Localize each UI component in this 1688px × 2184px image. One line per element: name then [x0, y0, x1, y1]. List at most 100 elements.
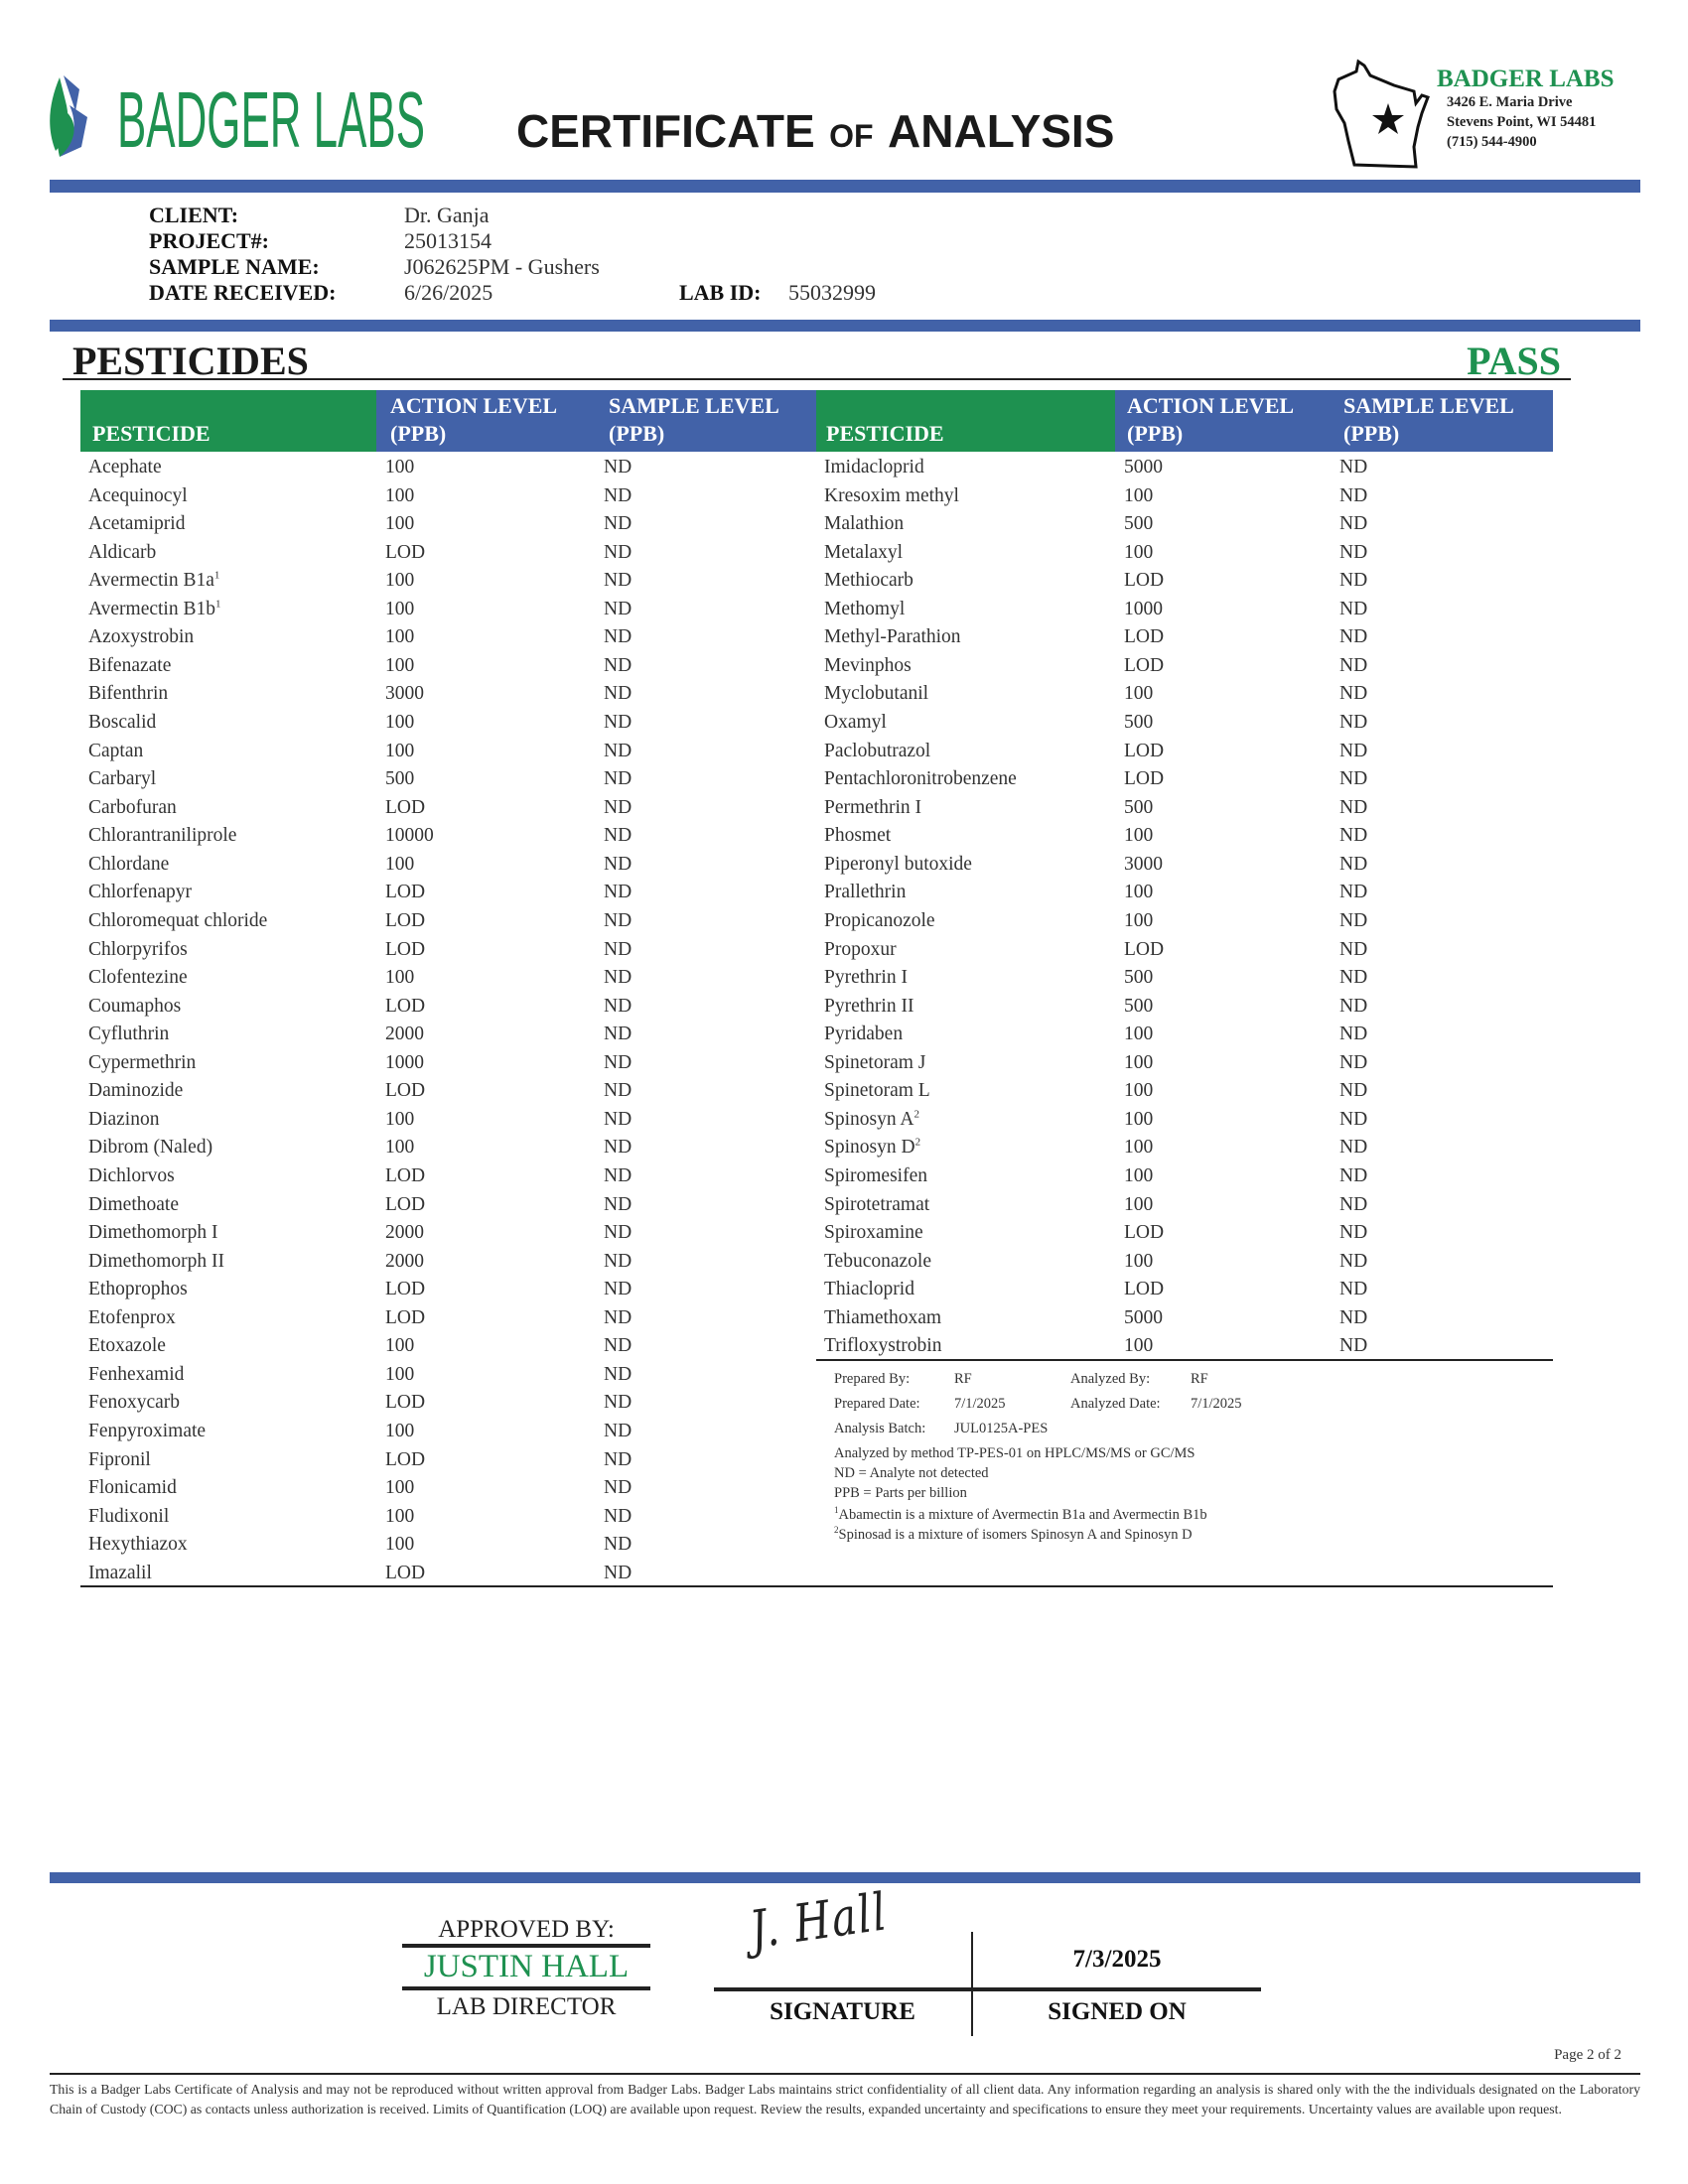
action-level: 2000: [385, 1222, 424, 1244]
pesticide-name: Chlordane: [88, 853, 170, 875]
pesticide-name: Chlorpyrifos: [88, 938, 188, 960]
table-row: Diazinon 100 ND: [80, 1106, 816, 1135]
pesticide-name: Methomyl: [824, 598, 906, 619]
table-row: Pentachloronitrobenzene LOD ND: [816, 765, 1553, 794]
action-level: 100: [385, 1505, 415, 1527]
action-level: 100: [1124, 1024, 1154, 1045]
result-badge: PASS: [1467, 339, 1561, 383]
sample-level: ND: [604, 513, 633, 535]
sample-level: ND: [1339, 740, 1368, 761]
approver-name: JUSTIN HALL: [423, 1949, 630, 1984]
action-level: LOD: [385, 1165, 426, 1186]
svg-text:CERTIFICATE OF ANALYSI: CERTIFICATE OF ANALYSIS: [516, 107, 1114, 157]
table-row: Kresoxim methyl 100 ND: [816, 482, 1553, 511]
pesticide-name: Spinetoram J: [824, 1051, 926, 1073]
table-row: Methomyl 1000 ND: [816, 596, 1553, 624]
method-note: Analyzed by method TP-PES-01 on HPLC/MS/…: [834, 1445, 1196, 1461]
table-row: Oxamyl 500 ND: [816, 709, 1553, 738]
table-row: Etofenprox LOD ND: [80, 1304, 816, 1333]
sample-level: ND: [604, 796, 633, 818]
address-line2: Stevens Point, WI 54481: [1447, 114, 1597, 130]
pesticide-name: Fenoxycarb: [88, 1392, 181, 1414]
action-level: 100: [1124, 1137, 1154, 1159]
action-level: 100: [385, 457, 415, 478]
sample-level: ND: [604, 1024, 633, 1045]
logo-text: BADGER LABS: [117, 75, 425, 161]
nd-note: ND = Analyte not detected: [834, 1465, 989, 1481]
table-row: Cypermethrin 1000 ND: [80, 1049, 816, 1078]
table-row: Chloromequat chloride LOD ND: [80, 907, 816, 936]
pesticide-name: Spinetoram L: [824, 1080, 930, 1102]
project-label: PROJECT#:: [149, 228, 269, 253]
sample-level: ND: [604, 1392, 633, 1414]
table-row: Dimethomorph I 2000 ND: [80, 1219, 816, 1248]
table-row: Spiromesifen 100 ND: [816, 1162, 1553, 1191]
sample-level: ND: [604, 598, 633, 619]
action-level: 100: [1124, 1165, 1154, 1186]
table-row: Coumaphos LOD ND: [80, 993, 816, 1022]
approver-role: LAB DIRECTOR: [436, 1993, 617, 2020]
table-row: Chlorantraniliprole 10000 ND: [80, 822, 816, 851]
sample-level: ND: [604, 1193, 633, 1215]
sample-level: ND: [1339, 1306, 1368, 1328]
disclaimer-line: [50, 2073, 1640, 2075]
client-value: Dr. Ganja: [404, 203, 490, 227]
table-row: Acetamiprid 100 ND: [80, 510, 816, 539]
action-level: 100: [1124, 825, 1154, 847]
prepared-date-value: 7/1/2025: [954, 1396, 1006, 1412]
table-row: Aldicarb LOD ND: [80, 539, 816, 568]
table-row: Tebuconazole 100 ND: [816, 1248, 1553, 1277]
address-line1: 3426 E. Maria Drive: [1447, 94, 1573, 110]
pesticide-name: Daminozide: [88, 1080, 184, 1102]
lab-name: BADGER LABS: [1437, 66, 1615, 92]
sample-level: ND: [604, 1363, 633, 1385]
pesticide-name: Propicanozole: [824, 909, 935, 931]
action-level: 2000: [385, 1250, 424, 1272]
pesticide-name: Mevinphos: [824, 654, 912, 676]
sample-level: ND: [1339, 484, 1368, 506]
sample-level: ND: [1339, 1080, 1368, 1102]
left-header-pesticide: PESTICIDE: [80, 390, 376, 452]
sample-level: ND: [604, 1562, 633, 1583]
pesticide-name: Fenpyroximate: [88, 1421, 207, 1442]
table-row: Methyl-Parathion LOD ND: [816, 623, 1553, 652]
batch-value: JUL0125A-PES: [954, 1421, 1049, 1436]
table-row: Phosmet 100 ND: [816, 822, 1553, 851]
sample-level: ND: [604, 541, 633, 563]
action-level: LOD: [385, 882, 426, 903]
action-level: 100: [385, 712, 415, 734]
action-level: 100: [1124, 541, 1154, 563]
pesticide-name: Tebuconazole: [824, 1250, 931, 1272]
table-row: Trifloxystrobin 100 ND: [816, 1332, 1553, 1361]
sample-level: ND: [1339, 967, 1368, 989]
table-row: Bifenazate 100 ND: [80, 652, 816, 681]
sample-level: ND: [604, 1080, 633, 1102]
table-row: Pyrethrin I 500 ND: [816, 964, 1553, 993]
table-row: Chlorfenapyr LOD ND: [80, 879, 816, 907]
table-row: Imazalil LOD ND: [80, 1560, 816, 1588]
sample-level: ND: [604, 825, 633, 847]
table-row: Acephate 100 ND: [80, 454, 816, 482]
pesticide-name: Azoxystrobin: [88, 626, 195, 648]
signature-line: [714, 1987, 1261, 1991]
sample-level: ND: [604, 1448, 633, 1470]
project-value: 25013154: [404, 228, 492, 253]
table-row: Piperonyl butoxide 3000 ND: [816, 851, 1553, 880]
sample-name-value: J062625PM - Gushers: [404, 254, 600, 279]
sample-level: ND: [604, 683, 633, 705]
sample-level: ND: [604, 1165, 633, 1186]
pesticide-name: Diazinon: [88, 1108, 160, 1130]
action-level: 100: [385, 1363, 415, 1385]
info-divider: [50, 320, 1640, 332]
table-row: Spinetoram J 100 ND: [816, 1049, 1553, 1078]
sample-level: ND: [1339, 882, 1368, 903]
sample-level: ND: [1339, 513, 1368, 535]
table-row: Spinosyn A2 100 ND: [816, 1106, 1553, 1135]
sample-level: ND: [604, 1051, 633, 1073]
pesticide-name: Coumaphos: [88, 995, 182, 1017]
sample-level: ND: [604, 882, 633, 903]
action-level: 500: [1124, 995, 1154, 1017]
action-level: 100: [385, 740, 415, 761]
pesticide-name: Methyl-Parathion: [824, 626, 961, 648]
right-table-bottom-line: [816, 1359, 1553, 1361]
